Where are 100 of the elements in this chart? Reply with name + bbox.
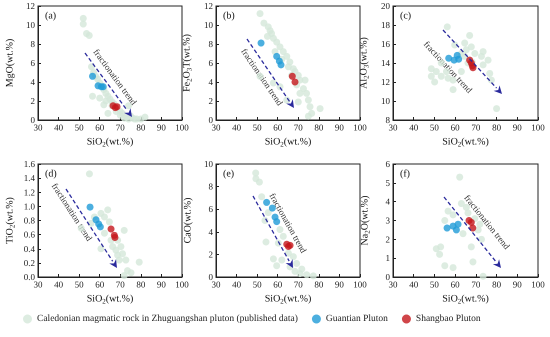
y-tick-label: 1.2 <box>24 187 35 198</box>
x-tick-label: 80 <box>492 280 502 290</box>
y-tick-label: 0.2 <box>24 258 35 268</box>
y-tick-label: 10 <box>204 20 214 30</box>
x-tick-label: 70 <box>471 280 481 290</box>
x-tick-label: 40 <box>232 280 242 290</box>
legend-label: Guantian Pluton <box>326 314 388 324</box>
y-tick-label: 4 <box>30 77 36 87</box>
x-tick-label: 30 <box>388 280 398 290</box>
y-tick-label: 0.4 <box>24 244 36 254</box>
y-tick-label: 20 <box>381 1 390 11</box>
y-tick-label: 8 <box>30 39 36 49</box>
x-tick-label: 80 <box>136 122 146 132</box>
y-tick-label: 1.4 <box>24 173 36 184</box>
y-tick-label: 8 <box>386 115 390 125</box>
x-tick-label: 60 <box>273 122 283 132</box>
y-tick-label: 12 <box>381 77 390 87</box>
x-tick-label: 60 <box>273 280 283 290</box>
y-tick-label: 2 <box>208 96 213 106</box>
y-tick-label: 3 <box>386 216 390 226</box>
x-tick-label: 40 <box>409 122 419 132</box>
y-tick-label: 2 <box>208 249 213 260</box>
y-tick-label: 10 <box>381 96 390 106</box>
y-tick-label: 8 <box>208 39 214 49</box>
x-tick-label: 40 <box>409 280 419 290</box>
x-tick-label: 30 <box>34 122 43 132</box>
y-tick-label: 6 <box>386 159 390 169</box>
x-tick-label: 50 <box>252 122 262 132</box>
x-tick-label: 100 <box>531 280 546 290</box>
y-tick-label: 6 <box>30 58 36 68</box>
x-tick-label: 100 <box>353 122 368 132</box>
x-tick-label: 50 <box>74 280 84 290</box>
x-tick-label: 80 <box>136 280 146 290</box>
y-tick-label: 0 <box>208 115 214 125</box>
x-tick-label: 100 <box>175 280 190 290</box>
x-tick-label: 50 <box>430 122 440 132</box>
y-tick-label: 8 <box>208 182 214 192</box>
y-tick-label: 18 <box>381 20 390 30</box>
x-tick-label: 60 <box>450 280 460 290</box>
x-tick-label: 90 <box>512 280 522 290</box>
y-tick-label: 6 <box>208 58 214 68</box>
y-tick-label: 0.0 <box>24 272 36 282</box>
y-tick-label: 1 <box>386 253 390 264</box>
y-tick-label: 16 <box>381 39 390 49</box>
x-tick-label: 90 <box>512 122 522 132</box>
x-tick-label: 30 <box>212 122 221 132</box>
y-tick-label: 2 <box>386 234 390 244</box>
x-tick-label: 90 <box>156 280 166 290</box>
x-tick-label: 50 <box>430 280 440 290</box>
y-tick-label: 12 <box>204 1 213 11</box>
x-tick-label: 70 <box>294 122 304 132</box>
y-axis-title: MgO(wt.%) <box>4 38 16 88</box>
x-tick-label: 80 <box>314 122 324 132</box>
chart-title: (d) <box>45 168 57 180</box>
x-tick-label: 70 <box>471 122 481 132</box>
y-tick-label: 10 <box>204 159 214 169</box>
legend-label: Caledonian magmatic rock in Zhuguangshan pluton (published data) <box>37 314 298 324</box>
y-tick-label: 12 <box>26 1 35 11</box>
y-tick-label: 6 <box>208 204 214 214</box>
x-tick-label: 70 <box>116 280 126 290</box>
y-tick-label: 0 <box>386 272 390 282</box>
y-tick-label: 4 <box>386 196 390 207</box>
x-tick-label: 90 <box>334 122 344 132</box>
x-tick-label: 30 <box>388 122 398 132</box>
chart-title: (c) <box>400 10 412 22</box>
x-tick-label: 100 <box>175 122 190 132</box>
y-tick-label: 14 <box>381 58 390 68</box>
y-tick-label: 0.6 <box>24 230 36 240</box>
x-tick-label: 50 <box>252 280 262 290</box>
y-tick-label: 5 <box>386 178 390 188</box>
x-tick-label: 80 <box>492 122 502 132</box>
x-tick-label: 30 <box>34 280 43 290</box>
x-tick-label: 40 <box>54 122 64 132</box>
y-tick-label: 0.8 <box>24 216 36 226</box>
x-tick-label: 80 <box>314 280 324 290</box>
y-tick-label: 1.0 <box>24 201 36 212</box>
chart-title: (e) <box>223 168 234 180</box>
y-tick-label: 10 <box>26 20 36 30</box>
y-tick-label: 0 <box>30 115 36 125</box>
chart-title: (f) <box>400 168 410 180</box>
x-tick-label: 40 <box>54 280 64 290</box>
legend-label: Shangbao Pluton <box>416 314 481 324</box>
chart-title: (a) <box>45 10 56 22</box>
x-tick-label: 50 <box>74 122 84 132</box>
x-tick-label: 60 <box>95 122 105 132</box>
x-tick-label: 30 <box>212 280 221 290</box>
x-tick-label: 70 <box>116 122 126 132</box>
y-axis-title: CaO(wt.%) <box>182 198 194 244</box>
x-tick-label: 40 <box>232 122 242 132</box>
y-tick-label: 2 <box>30 96 35 106</box>
x-tick-label: 60 <box>450 122 460 132</box>
x-tick-label: 90 <box>156 122 166 132</box>
x-tick-label: 100 <box>353 280 368 290</box>
x-tick-label: 60 <box>95 280 105 290</box>
y-tick-label: 1.6 <box>24 159 36 169</box>
x-tick-label: 90 <box>334 280 344 290</box>
y-tick-label: 4 <box>208 226 214 237</box>
x-tick-label: 100 <box>531 122 546 132</box>
y-tick-label: 4 <box>208 77 214 87</box>
y-tick-label: 0 <box>208 272 214 282</box>
